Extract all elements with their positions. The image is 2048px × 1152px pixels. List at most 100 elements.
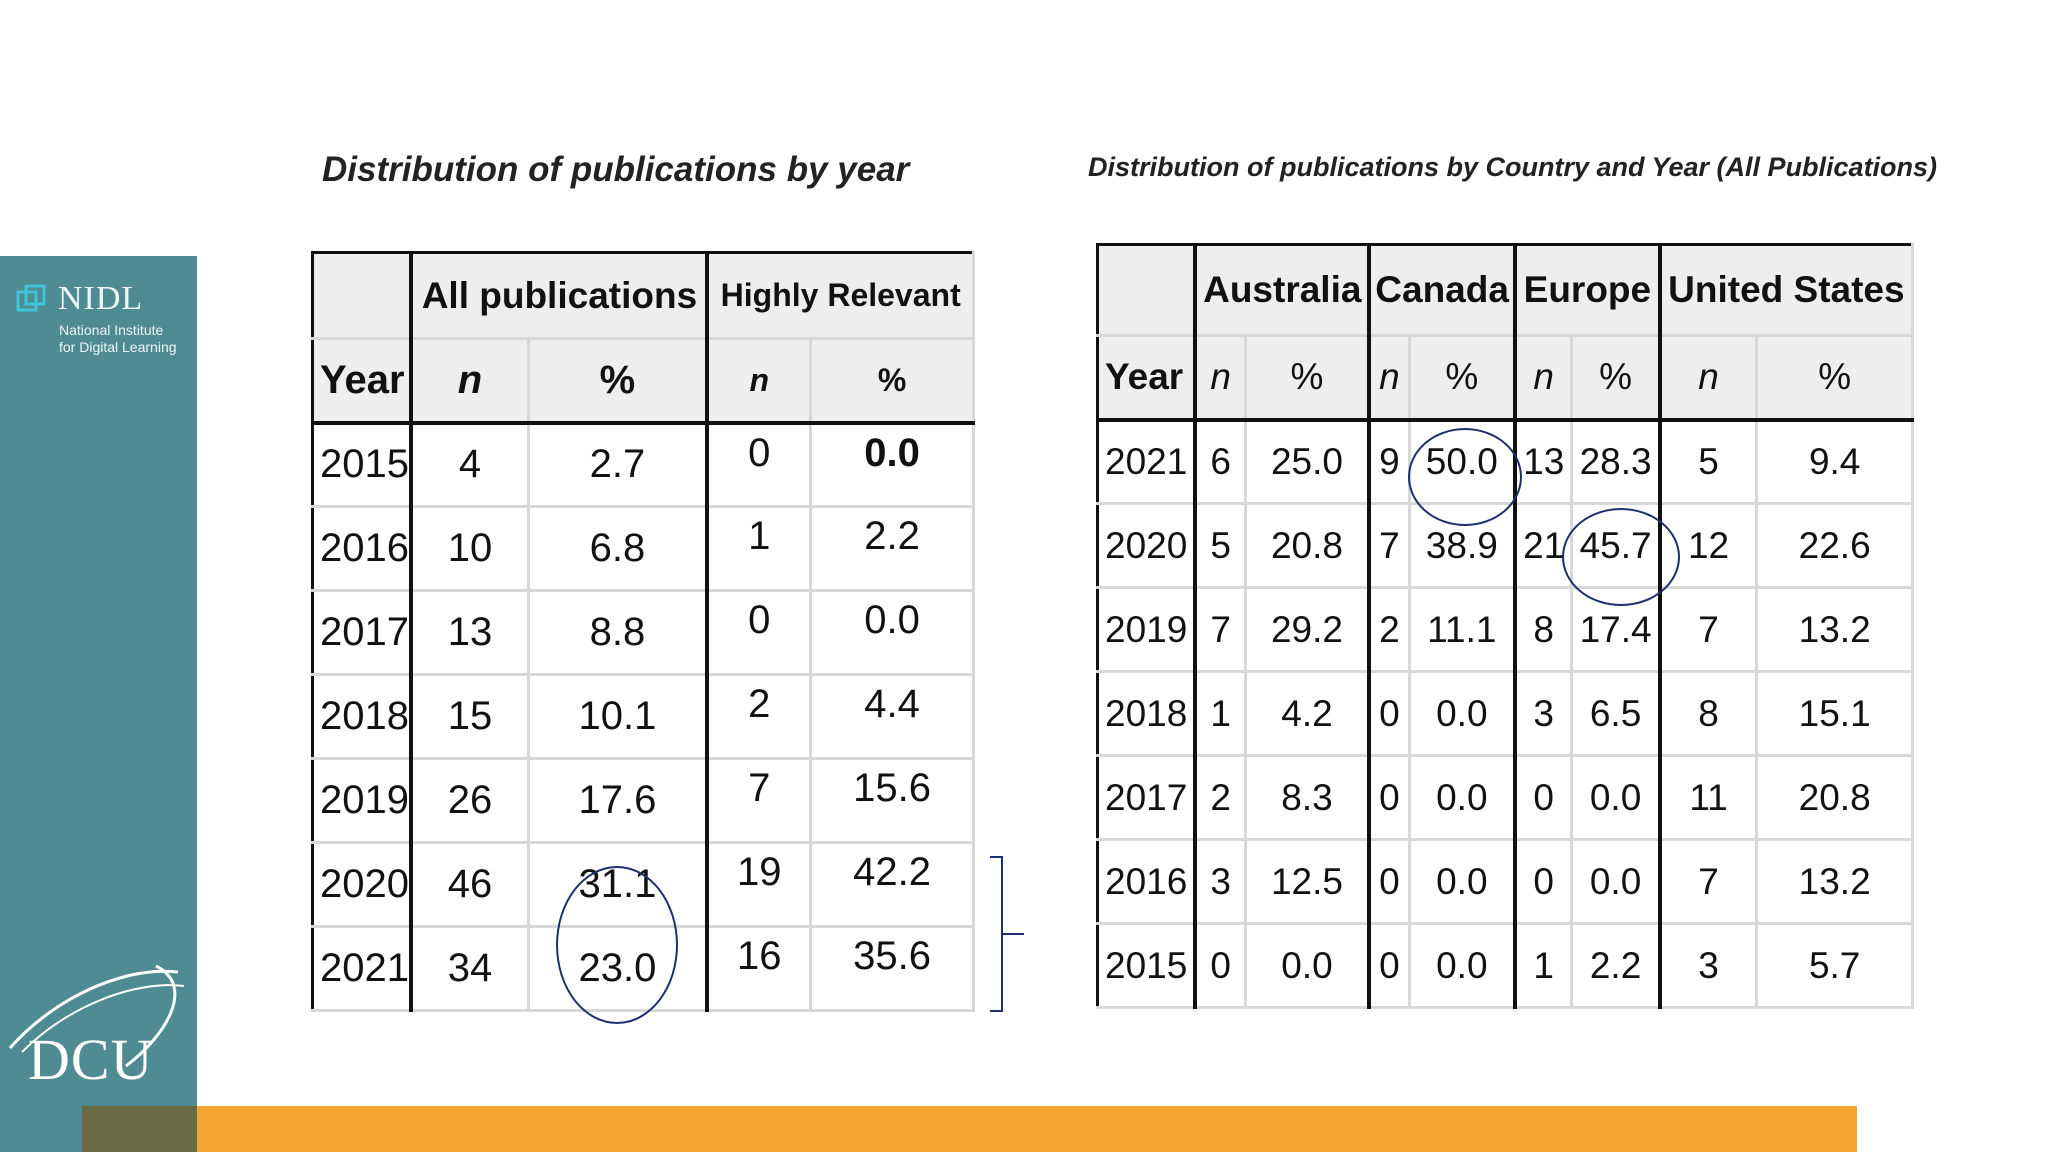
au-n-cell: 3 — [1195, 839, 1247, 925]
us-n-cell: 12 — [1659, 503, 1759, 589]
all-pct-cell: 8.8 — [528, 590, 710, 676]
table-row: 2016 10 6.8 1 2.2 — [312, 506, 975, 592]
all-n-cell: 34 — [411, 926, 530, 1012]
eu-n-cell: 3 — [1515, 671, 1574, 757]
rel-pct-cell: 0.0 — [810, 422, 975, 508]
col-header-au-pct: % — [1245, 335, 1372, 422]
ca-pct-cell: 0.0 — [1409, 755, 1518, 841]
all-pct-cell: 6.8 — [528, 506, 710, 592]
year-cell: 2020 — [312, 842, 414, 928]
rel-pct-cell: 0.0 — [810, 590, 975, 676]
ca-n-cell: 0 — [1369, 923, 1411, 1009]
all-n-cell: 15 — [411, 674, 530, 760]
eu-n-cell: 13 — [1515, 419, 1574, 505]
country-header-canada: Canada — [1369, 244, 1518, 337]
table-row: 2016 3 12.5 0 0.0 0 0.0 7 13.2 — [1097, 839, 1914, 925]
table-row: 2015 0 0.0 0 0.0 1 2.2 3 5.7 — [1097, 923, 1914, 1009]
nidl-subtitle: National Institute for Digital Learning — [59, 322, 177, 356]
table-row: 2018 15 10.1 2 4.4 — [312, 674, 975, 760]
right-table-title: Distribution of publications by Country … — [1088, 152, 1938, 182]
all-pct-cell: 23.0 — [528, 926, 710, 1012]
year-cell: 2017 — [1097, 755, 1198, 841]
col-header-au-n: n — [1195, 335, 1247, 422]
nidl-subtitle-line2: for Digital Learning — [59, 339, 177, 355]
right-table-body: 2021 6 25.0 9 50.0 13 28.3 5 9.4 2020 5 20.8 7 38.9 21… — [1097, 419, 1914, 1009]
eu-pct-cell: 0.0 — [1571, 839, 1662, 925]
ca-n-cell: 0 — [1369, 755, 1411, 841]
ca-pct-cell: 0.0 — [1409, 923, 1518, 1009]
rel-pct-cell: 15.6 — [810, 758, 975, 844]
col-header-ca-pct: % — [1409, 335, 1518, 422]
corner-cell — [1097, 244, 1198, 337]
col-header-all-n: n — [411, 338, 530, 425]
au-pct-cell: 4.2 — [1245, 671, 1372, 757]
col-header-all-pct: % — [528, 338, 710, 425]
country-header-united-states: United States — [1659, 244, 1914, 337]
table-row: 2019 7 29.2 2 11.1 8 17.4 7 13.2 — [1097, 587, 1914, 673]
table-row: 2021 34 23.0 16 35.6 — [312, 926, 975, 1012]
table-row: 2018 1 4.2 0 0.0 3 6.5 8 15.1 — [1097, 671, 1914, 757]
eu-pct-cell: 2.2 — [1571, 923, 1662, 1009]
au-n-cell: 0 — [1195, 923, 1247, 1009]
au-pct-cell: 0.0 — [1245, 923, 1372, 1009]
au-pct-cell: 25.0 — [1245, 419, 1372, 505]
nidl-subtitle-line1: National Institute — [59, 322, 164, 338]
all-pct-cell: 2.7 — [528, 422, 710, 508]
table-row: 2015 4 2.7 0 0.0 — [312, 422, 975, 508]
table-row: 2017 2 8.3 0 0.0 0 0.0 11 20.8 — [1097, 755, 1914, 841]
rel-pct-cell: 42.2 — [810, 842, 975, 928]
sidebar-brand-panel: NIDL National Institute for Digital Lear… — [0, 256, 197, 1152]
au-pct-cell: 29.2 — [1245, 587, 1372, 673]
left-table-title: Distribution of publications by year — [322, 150, 910, 189]
rel-n-cell: 16 — [707, 926, 813, 1012]
table-row: 2019 26 17.6 7 15.6 — [312, 758, 975, 844]
eu-n-cell: 1 — [1515, 923, 1574, 1009]
dcu-logo-text: DCU — [28, 1027, 154, 1092]
us-pct-cell: 5.7 — [1756, 923, 1914, 1009]
au-pct-cell: 8.3 — [1245, 755, 1372, 841]
year-cell: 2016 — [1097, 839, 1198, 925]
rel-n-cell: 0 — [707, 422, 813, 508]
col-header-rel-n: n — [707, 338, 813, 425]
rel-pct-cell: 2.2 — [810, 506, 975, 592]
year-cell: 2019 — [312, 758, 414, 844]
all-n-cell: 26 — [411, 758, 530, 844]
all-pct-cell: 31.1 — [528, 842, 710, 928]
au-n-cell: 7 — [1195, 587, 1247, 673]
country-header-europe: Europe — [1515, 244, 1662, 337]
nidl-name: NIDL — [58, 280, 144, 317]
rel-n-cell: 2 — [707, 674, 813, 760]
col-header-year: Year — [1097, 335, 1198, 422]
eu-n-cell: 8 — [1515, 587, 1574, 673]
table-row: 2017 13 8.8 0 0.0 — [312, 590, 975, 676]
ca-pct-cell: 0.0 — [1409, 671, 1518, 757]
us-n-cell: 7 — [1659, 839, 1759, 925]
left-table-body: 2015 4 2.7 0 0.0 2016 10 6.8 1 2.2 2017 13 8.8 0 0.0 20… — [312, 422, 975, 1012]
ca-pct-cell: 0.0 — [1409, 839, 1518, 925]
col-header-eu-pct: % — [1571, 335, 1662, 422]
rel-n-cell: 7 — [707, 758, 813, 844]
us-n-cell: 8 — [1659, 671, 1759, 757]
au-pct-cell: 20.8 — [1245, 503, 1372, 589]
year-cell: 2015 — [312, 422, 414, 508]
rel-n-cell: 19 — [707, 842, 813, 928]
eu-n-cell: 0 — [1515, 755, 1574, 841]
col-header-ca-n: n — [1369, 335, 1411, 422]
rel-n-cell: 0 — [707, 590, 813, 676]
col-header-year: Year — [312, 338, 414, 425]
us-pct-cell: 22.6 — [1756, 503, 1914, 589]
bottom-accent-bar-shade — [82, 1106, 197, 1152]
all-n-cell: 10 — [411, 506, 530, 592]
table-row: 2021 6 25.0 9 50.0 13 28.3 5 9.4 — [1097, 419, 1914, 505]
publications-by-year-table: All publications Highly Relevant Year n … — [311, 251, 976, 1012]
year-cell: 2018 — [1097, 671, 1198, 757]
table-row: 2020 46 31.1 19 42.2 — [312, 842, 975, 928]
corner-cell — [312, 252, 414, 340]
rel-pct-cell: 35.6 — [810, 926, 975, 1012]
year-cell: 2020 — [1097, 503, 1198, 589]
table-row: 2020 5 20.8 7 38.9 21 45.7 12 22.6 — [1097, 503, 1914, 589]
year-cell: 2016 — [312, 506, 414, 592]
us-pct-cell: 13.2 — [1756, 839, 1914, 925]
year-cell: 2021 — [312, 926, 414, 1012]
us-n-cell: 3 — [1659, 923, 1759, 1009]
